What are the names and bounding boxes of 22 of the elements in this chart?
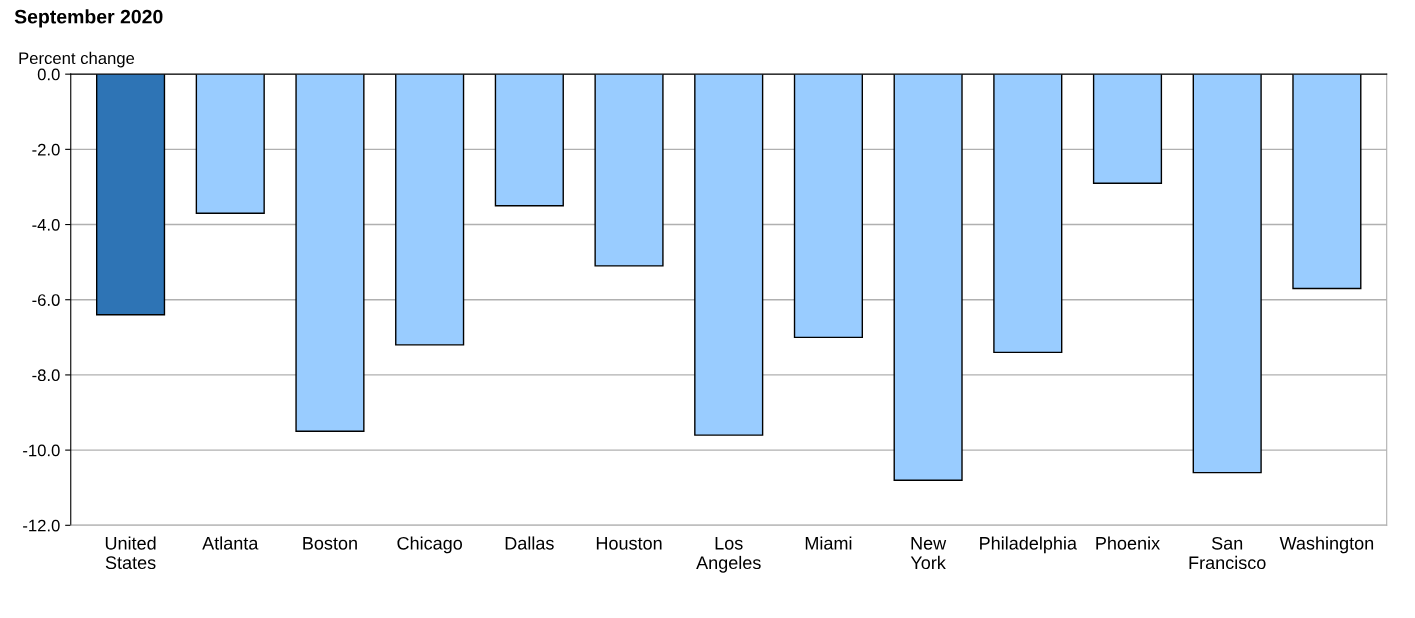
x-tick-label: New York: [910, 537, 947, 570]
x-tick-label: Atlanta: [202, 536, 259, 550]
y-tick-label: -12.0: [23, 519, 60, 532]
x-tick-label: Washington: [1279, 536, 1374, 554]
y-tick-label: -6.0: [32, 294, 60, 306]
x-tick-label: United States: [105, 536, 156, 570]
chart-title: September 2020: [14, 9, 163, 28]
y-tick-label: -2.0: [32, 143, 60, 156]
y-tick-label: -4.0: [32, 218, 60, 231]
x-tick-label: Boston: [303, 537, 357, 550]
x-tick-label: Philadelphia: [980, 536, 1077, 554]
x-tick-label: Phoenix: [1096, 536, 1160, 550]
x-tick-label: Miami: [805, 536, 852, 550]
x-tick-label: Houston: [596, 537, 662, 550]
y-tick-label: -8.0: [32, 369, 60, 382]
x-tick-label: San Francisco: [1189, 536, 1266, 570]
x-tick-label: Dallas: [505, 536, 554, 550]
y-tick-label: -10.0: [23, 444, 60, 457]
y-tick-label: 0.0: [37, 68, 60, 81]
y-axis-title: Percent change: [19, 51, 135, 68]
x-tick-label: Los Angeles: [696, 537, 761, 573]
x-tick-label: Chicago: [397, 536, 463, 554]
